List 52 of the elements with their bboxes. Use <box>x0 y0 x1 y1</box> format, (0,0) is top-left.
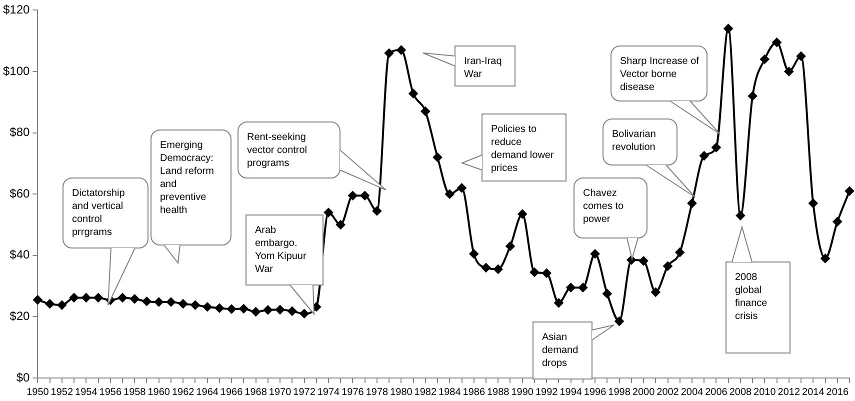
x-tick-label: 1960 <box>148 386 170 398</box>
annotation: Dictatorship and vertical control prrgrams <box>72 188 126 238</box>
y-tick-label: $80 <box>10 125 30 140</box>
y-tick-label: $120 <box>2 2 30 17</box>
annotation: 2008 global finance crisis <box>735 272 768 322</box>
annotation: Arab embargo. Yom Kipuur War <box>255 225 307 275</box>
x-tick-label: 2006 <box>705 386 728 398</box>
x-tick-label: 1978 <box>366 386 389 398</box>
x-tick-label: 1962 <box>172 386 195 398</box>
annotation: Rent-seeking vector control programs <box>247 132 308 169</box>
annotation: Policies to reduce demand lower prices <box>491 124 554 174</box>
y-tick-label: $0 <box>16 370 30 384</box>
x-tick-label: 2010 <box>754 386 776 398</box>
x-tick-label: 1976 <box>342 386 364 398</box>
x-tick-label: 2002 <box>656 386 680 398</box>
x-tick-label: 1954 <box>75 386 98 398</box>
x-tick-label: 2012 <box>778 386 800 398</box>
x-tick-label: 2000 <box>632 386 656 398</box>
x-tick-label: 1988 <box>486 386 510 398</box>
annotation: Asian demand drops <box>542 332 578 369</box>
x-tick-label: 1980 <box>390 386 413 398</box>
y-tick-label: $40 <box>10 248 30 262</box>
x-tick-label: 1972 <box>293 386 316 398</box>
x-tick-label: 1990 <box>511 386 534 398</box>
annotation: Bolivarian revolution <box>612 129 656 153</box>
x-tick-label: 1964 <box>196 386 219 398</box>
x-tick-label: 1966 <box>220 386 244 398</box>
x-tick-label: 1970 <box>268 386 292 398</box>
x-tick-label: 2016 <box>826 386 849 398</box>
annotation: Chavez comes to power <box>583 188 624 225</box>
x-tick-label: 1986 <box>462 386 486 398</box>
annotation: Sharp Increase of Vector borne disease <box>620 56 700 93</box>
x-tick-label: 1952 <box>50 386 74 398</box>
x-tick-label: 1950 <box>26 386 50 398</box>
x-tick-label: 1984 <box>438 386 462 398</box>
x-tick-label: 2014 <box>802 386 825 398</box>
x-tick-label: 1992 <box>535 386 558 398</box>
x-tick-label: 2004 <box>680 386 704 398</box>
annotation: Emerging Democracy: Land reform and preventive health <box>160 140 214 216</box>
y-tick-label: $100 <box>2 64 30 78</box>
x-tick-label: 1996 <box>584 386 607 398</box>
x-tick-label: 1982 <box>414 386 437 398</box>
x-tick-label: 1998 <box>608 386 631 398</box>
y-tick-label: $60 <box>10 186 30 200</box>
x-tick-label: 1994 <box>560 386 582 398</box>
annotation: Iran-Iraq War <box>464 56 502 80</box>
x-tick-label: 2008 <box>729 386 752 398</box>
x-tick-label: 1958 <box>124 386 146 398</box>
x-tick-label: 1974 <box>317 386 340 398</box>
y-tick-label: $20 <box>10 309 30 324</box>
x-tick-label: 1956 <box>99 386 122 398</box>
x-tick-label: 1968 <box>244 386 268 398</box>
